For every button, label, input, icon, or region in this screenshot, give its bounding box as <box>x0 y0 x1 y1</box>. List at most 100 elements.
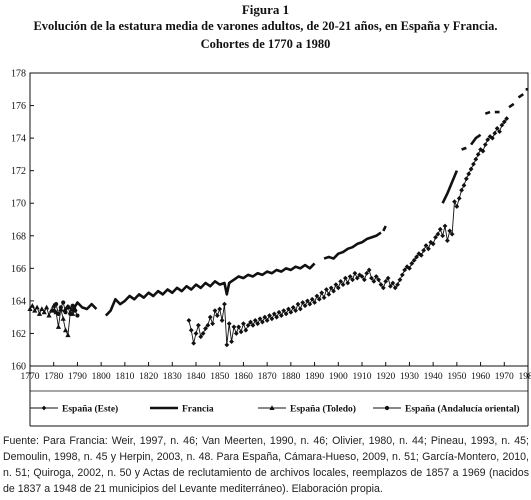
data-point <box>345 280 351 286</box>
data-point <box>426 246 431 252</box>
data-point <box>411 257 417 263</box>
data-point <box>369 275 374 281</box>
data-point <box>494 125 500 131</box>
legend-item: España (Este) <box>30 404 118 415</box>
legend-label: Francia <box>182 405 214 415</box>
data-point <box>480 148 486 154</box>
data-point <box>492 130 498 136</box>
data-point <box>36 311 43 316</box>
series-line-segment <box>517 93 524 99</box>
data-point <box>222 301 227 307</box>
x-tick-label: 1910 <box>353 372 372 382</box>
data-point <box>286 306 291 312</box>
data-point <box>371 278 377 284</box>
data-point <box>297 306 303 312</box>
chart-frame <box>29 72 529 427</box>
data-point <box>316 296 322 302</box>
data-point <box>269 316 275 322</box>
data-point <box>447 228 453 234</box>
legend-label: España (Este) <box>62 404 118 415</box>
data-point <box>442 223 448 229</box>
data-point <box>416 251 422 257</box>
x-tick-label: 1810 <box>115 372 134 382</box>
data-point <box>212 308 218 314</box>
data-point <box>63 310 68 315</box>
x-tick-label: 1970 <box>495 372 514 382</box>
data-point <box>278 313 284 318</box>
y-tick-label: 168 <box>11 231 26 242</box>
data-point <box>380 285 386 291</box>
data-point <box>188 327 194 333</box>
data-point <box>62 327 69 333</box>
data-point <box>376 277 381 283</box>
data-point <box>444 238 450 244</box>
data-point <box>70 303 75 308</box>
data-point <box>423 243 429 248</box>
data-point <box>490 135 495 141</box>
data-point <box>243 327 249 333</box>
data-point <box>46 312 52 318</box>
legend-marker <box>269 405 275 410</box>
data-point <box>504 116 510 121</box>
x-tick-label: 1790 <box>68 372 87 382</box>
data-point <box>65 305 71 310</box>
data-point <box>418 252 424 258</box>
data-point <box>343 275 348 281</box>
data-point <box>409 261 415 266</box>
x-tick-label: 1840 <box>187 372 206 382</box>
chart-title: Evolución de la estatura media de varone… <box>33 19 498 33</box>
data-point <box>75 313 80 318</box>
data-point <box>428 239 434 245</box>
data-point <box>231 324 237 330</box>
data-point <box>248 319 253 325</box>
x-tick-label: 1770 <box>21 372 40 382</box>
data-point <box>364 270 370 276</box>
data-point <box>193 331 199 336</box>
x-axis: 1770 1780 1790 1800 1810 1820 1830 1840 1850 1860… <box>21 362 531 382</box>
data-point <box>402 267 408 273</box>
data-point <box>200 331 206 336</box>
data-point <box>407 265 412 271</box>
x-tick-label: 1930 <box>400 372 419 382</box>
data-point <box>252 318 258 323</box>
x-tick-label: 1920 <box>376 372 395 382</box>
data-point <box>207 314 213 320</box>
y-tick-label: 174 <box>11 134 26 145</box>
data-point <box>295 301 301 307</box>
data-point <box>459 187 464 193</box>
y-tick-label: 172 <box>11 166 26 177</box>
y-tick-label: 178 <box>11 69 26 80</box>
series-2 <box>27 302 78 338</box>
x-tick-label: 1850 <box>210 372 229 382</box>
data-point <box>302 303 308 309</box>
data-point <box>229 339 234 344</box>
data-point <box>326 291 332 297</box>
legend-marker <box>384 405 390 411</box>
y-tick-label: 170 <box>11 199 26 210</box>
x-tick-label: 1940 <box>424 372 443 382</box>
data-point <box>433 235 438 240</box>
data-point <box>354 275 360 281</box>
data-point <box>385 275 391 281</box>
chart-subtitle: Cohortes de 1770 a 1980 <box>200 37 331 51</box>
data-point <box>309 296 315 302</box>
data-point <box>245 322 251 328</box>
source-note: Fuente: Para Francia: Weir, 1997, n. 46;… <box>3 435 529 495</box>
figure-label: Figura 1 <box>241 2 290 17</box>
data-point <box>61 300 66 305</box>
data-point <box>449 231 455 237</box>
y-tick-label: 164 <box>11 296 26 307</box>
data-point <box>473 156 479 162</box>
data-point <box>224 342 230 348</box>
data-point <box>390 280 396 286</box>
data-point <box>307 301 313 307</box>
data-point <box>456 195 462 201</box>
data-point <box>41 309 47 315</box>
data-point <box>461 182 467 188</box>
data-point <box>29 302 35 308</box>
data-point <box>324 287 329 292</box>
data-point <box>499 122 505 128</box>
data-point <box>195 322 201 328</box>
data-point <box>333 282 339 288</box>
